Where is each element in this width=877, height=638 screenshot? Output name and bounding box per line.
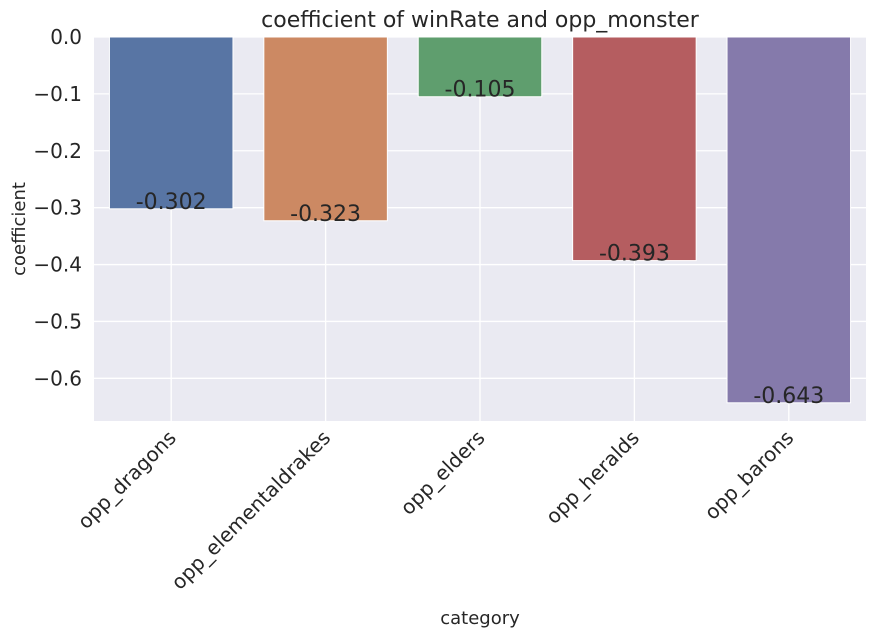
y-axis-ticks: 0.0 −0.1 −0.2 −0.3 −0.4 −0.5 −0.6 [33, 25, 82, 390]
y-tick-label: −0.5 [33, 309, 82, 333]
y-tick-label: −0.6 [33, 366, 82, 390]
bar-opp_elders [417, 36, 543, 98]
data-label: -0.302 [136, 190, 207, 215]
bar-opp_dragons [108, 36, 234, 210]
bar-opp_heralds [572, 36, 697, 262]
x-tick-label: opp_elders [395, 426, 489, 520]
data-label: -0.105 [445, 78, 516, 103]
data-label: -0.643 [753, 384, 824, 409]
y-tick-label: −0.4 [33, 253, 82, 277]
bar-opp_barons [726, 36, 852, 404]
y-axis-label: coefficient [9, 182, 30, 276]
data-label: -0.393 [599, 242, 670, 267]
y-tick-label: −0.2 [33, 139, 82, 163]
bars [108, 36, 852, 404]
x-tick-label: opp_elementaldrakes [166, 426, 335, 595]
y-tick-label: 0.0 [50, 25, 82, 49]
chart-title: coefficient of winRate and opp_monster [261, 8, 700, 33]
y-tick-label: −0.3 [33, 196, 82, 220]
x-tick-label: opp_barons [700, 426, 799, 525]
data-label: -0.323 [290, 202, 361, 227]
y-tick-label: −0.1 [33, 82, 82, 106]
bar-opp_elementaldrakes [263, 36, 388, 222]
x-tick-label: opp_dragons [73, 426, 181, 534]
data-labels: -0.302 -0.323 -0.105 -0.393 -0.643 [136, 78, 825, 409]
x-axis-label: category [440, 608, 520, 629]
x-tick-label: opp_heralds [541, 426, 644, 529]
